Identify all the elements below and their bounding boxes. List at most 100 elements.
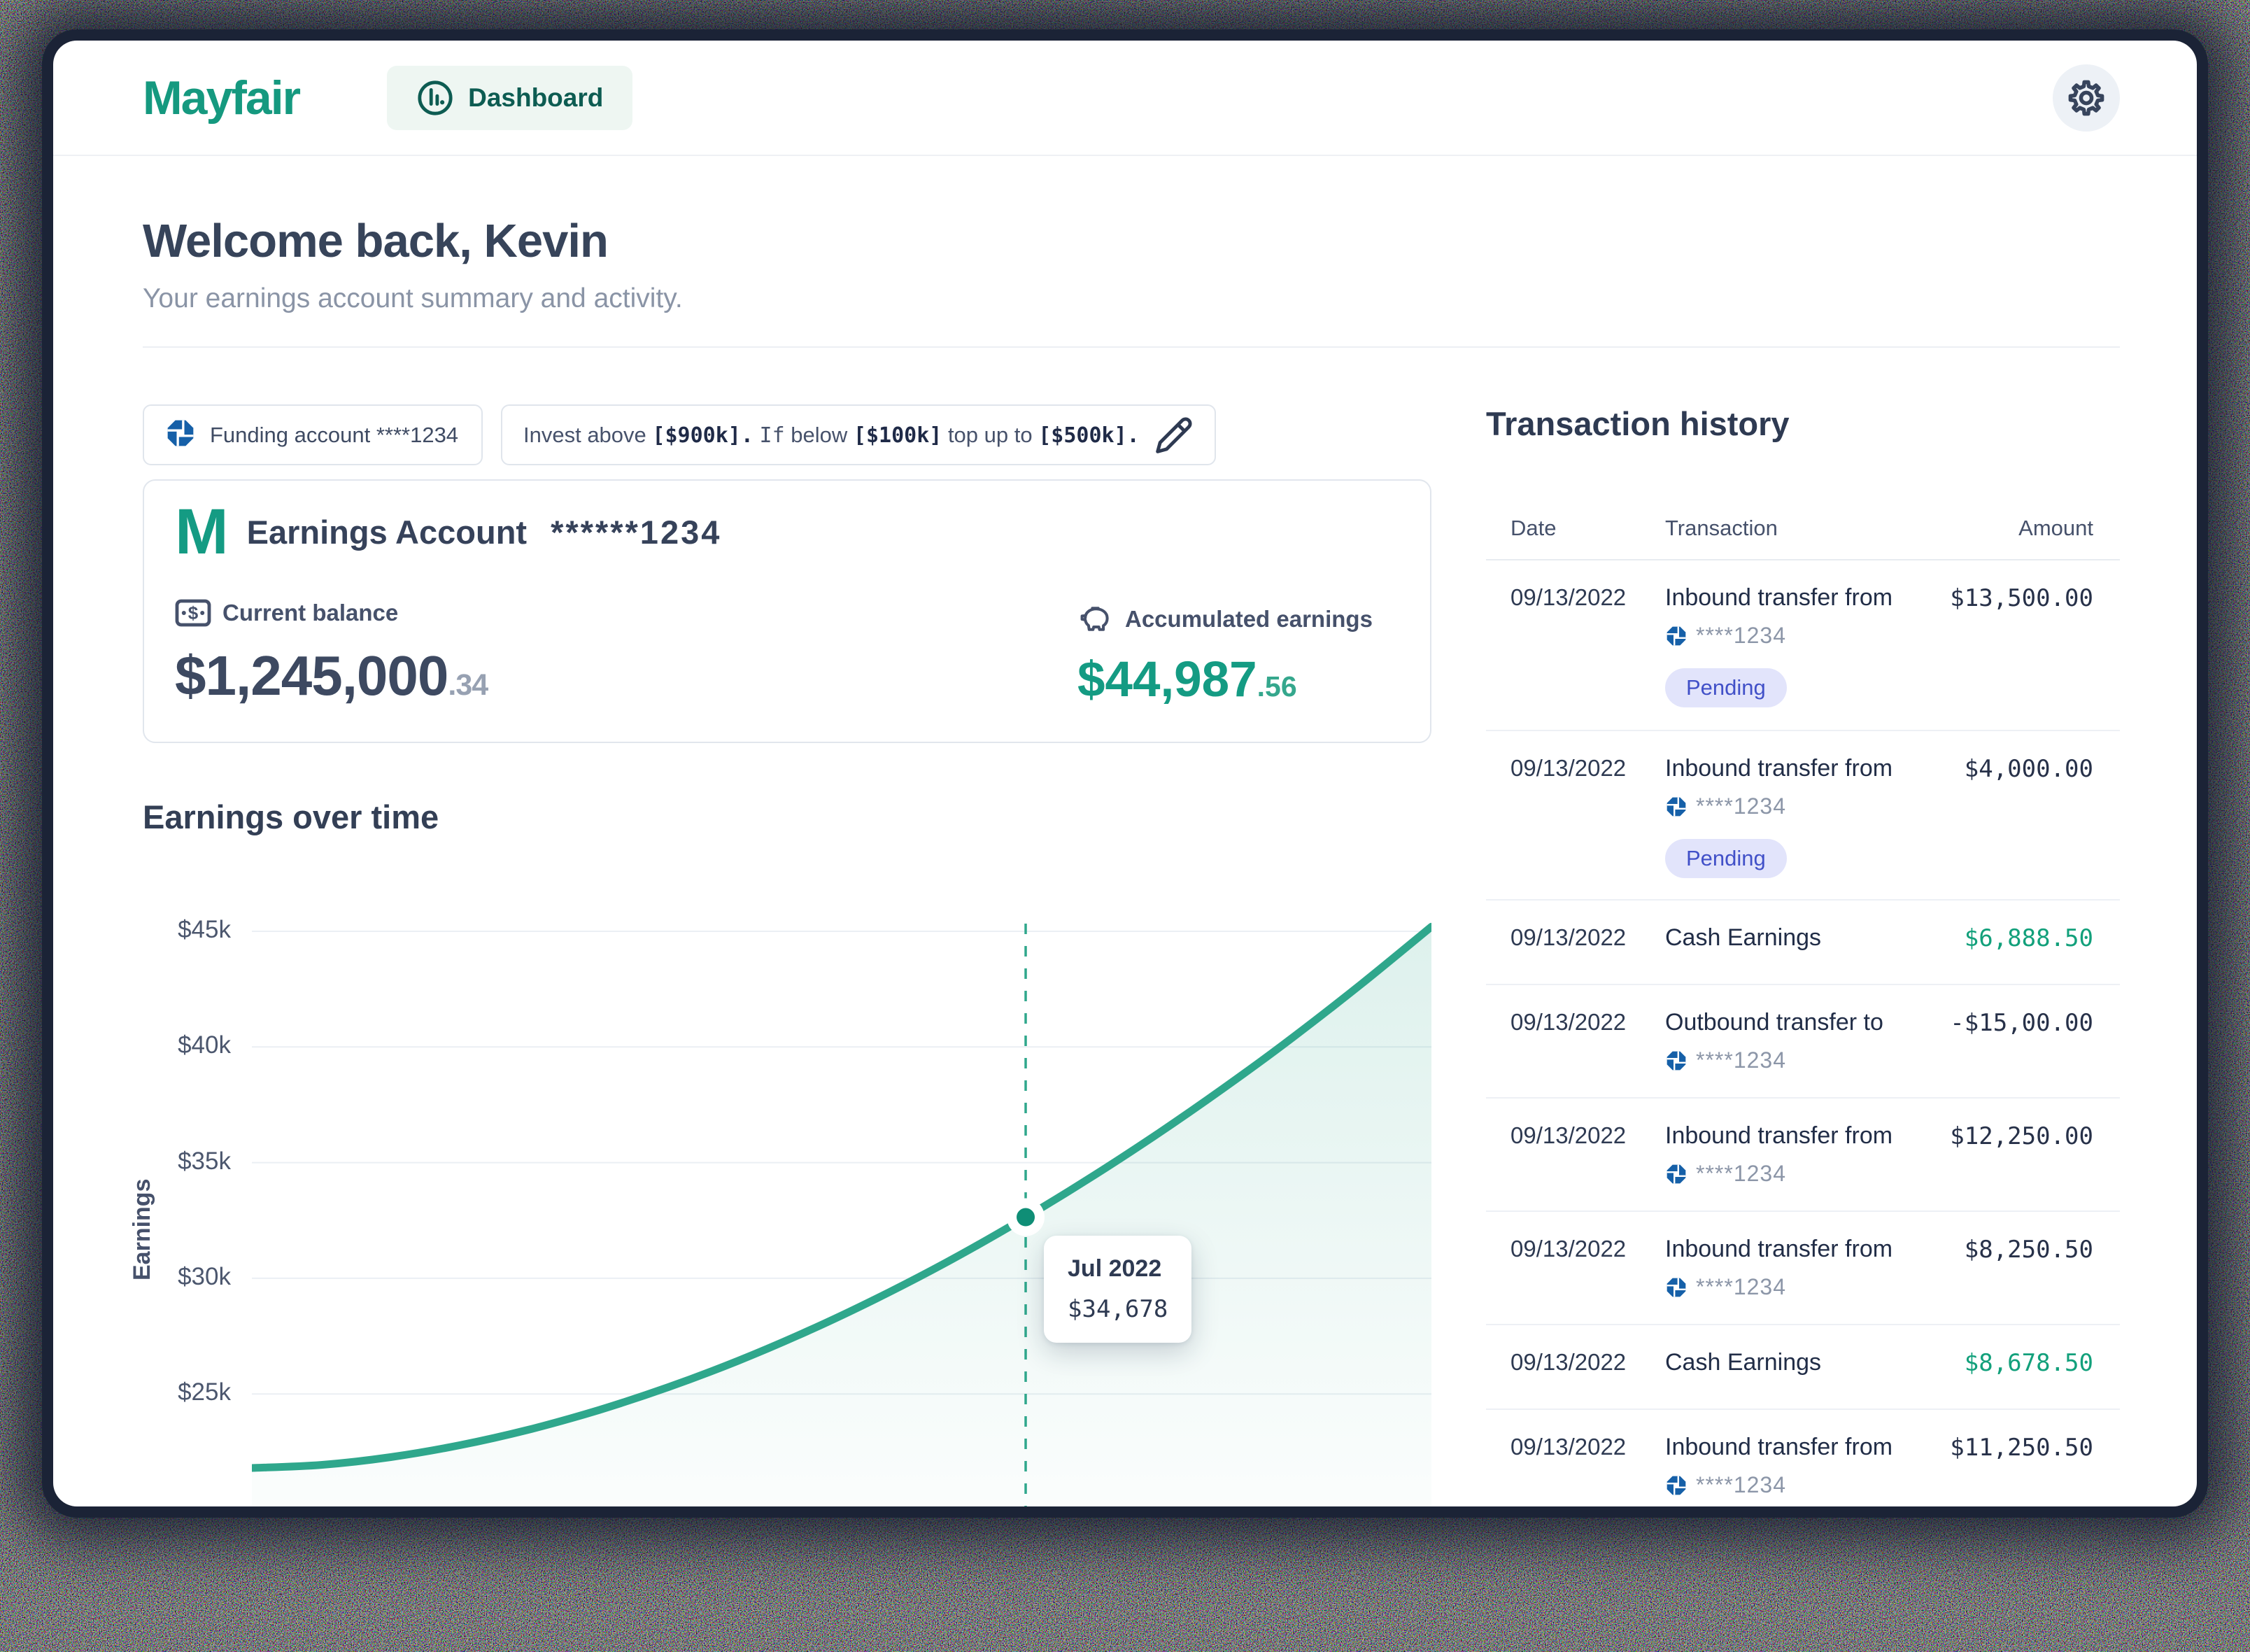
transaction-account: ****1234 <box>1665 793 1911 819</box>
transaction-title: Cash Earnings <box>1665 924 1822 951</box>
status-badge: Pending <box>1665 668 1787 707</box>
table-row[interactable]: 09/13/2022 Inbound transfer from ****1234 P… <box>1486 560 2120 730</box>
transaction-date: 09/13/2022 <box>1510 1434 1627 1460</box>
bank-logo-icon <box>1667 626 1686 645</box>
tab-dashboard-label: Dashboard <box>468 83 604 112</box>
page-title: Welcome back, Kevin <box>143 215 609 267</box>
bank-logo-icon <box>1667 1476 1686 1495</box>
transaction-account: ****1234 <box>1665 1047 1911 1073</box>
transaction-date: 09/13/2022 <box>1510 924 1627 950</box>
transaction-amount: -$15,00.00 <box>1950 1009 2093 1037</box>
tab-dashboard[interactable]: Dashboard <box>387 65 633 130</box>
bank-logo-icon <box>1667 1051 1686 1070</box>
current-balance-label: Current balance <box>222 600 399 626</box>
chart-y-tick: $25k <box>178 1378 231 1406</box>
invest-rule-box: Invest above [$900k]. If below [$100k] t… <box>501 404 1216 465</box>
chart-plot <box>252 922 1431 1506</box>
piggy-bank-icon <box>1080 607 1109 631</box>
chart-y-tick: $45k <box>178 916 231 943</box>
chart-title: Earnings over time <box>143 798 439 835</box>
account-pills-row: Funding account ****1234 Invest above [$… <box>143 404 1216 465</box>
bank-logo-icon <box>1667 1278 1686 1297</box>
invest-rule-segment: [$900k]. <box>652 423 753 448</box>
table-row[interactable]: 09/13/2022 Cash Earnings $8,678.50 <box>1486 1324 2120 1409</box>
transaction-date: 09/13/2022 <box>1510 1009 1627 1035</box>
invest-rule-segment <box>753 423 760 448</box>
earnings-chart: Earnings $45k $40k $35k $30k $25k Jul 2022 $… <box>53 889 2197 1506</box>
transaction-date: 09/13/2022 <box>1510 755 1627 781</box>
transaction-date: 09/13/2022 <box>1510 1236 1627 1262</box>
transaction-title: Inbound transfer from <box>1665 755 1893 782</box>
chart-y-tick: $30k <box>178 1262 231 1290</box>
invest-rule-segment: top up to <box>942 422 1039 447</box>
transaction-rows: 09/13/2022 Inbound transfer from ****1234 P… <box>1486 560 2120 1506</box>
bank-logo-icon <box>1667 1164 1686 1183</box>
transaction-history-title: Transaction history <box>1486 405 1790 442</box>
accumulated-earnings-label-row: Accumulated earnings <box>1077 602 1373 636</box>
table-row[interactable]: 09/13/2022 Inbound transfer from ****1234 P… <box>1486 730 2120 899</box>
invest-rule-segment: [$500k]. <box>1038 423 1140 448</box>
tooltip-date: Jul 2022 <box>1068 1255 1162 1282</box>
invest-rule-segment: Invest above <box>523 422 653 447</box>
table-row[interactable]: 09/13/2022 Inbound transfer from ****1234 $… <box>1486 1097 2120 1210</box>
accumulated-earnings-group: Accumulated earnings $44,987.56 <box>1077 602 1373 708</box>
transaction-title: Inbound transfer from <box>1665 1434 1893 1460</box>
page-subtitle: Your earnings account summary and activi… <box>143 283 683 313</box>
app-window: Mayfair Dashboard Welcome back, Kevin Yo… <box>53 41 2197 1506</box>
transaction-amount: $4,000.00 <box>1964 755 2093 783</box>
transaction-details: Inbound transfer from ****1234 <box>1665 1236 1911 1324</box>
transaction-amount: $13,500.00 <box>1950 584 2093 612</box>
table-row[interactable]: 09/13/2022 Inbound transfer from ****1234 $… <box>1486 1210 2120 1324</box>
table-row[interactable]: 09/13/2022 Cash Earnings $6,888.50 <box>1486 899 2120 984</box>
svg-text:$: $ <box>188 602 199 623</box>
transaction-details: Inbound transfer from ****1234 <box>1665 1434 1911 1506</box>
transaction-amount: $8,250.50 <box>1964 1236 2093 1264</box>
chart-tooltip: Jul 2022 $34,678 <box>1044 1235 1192 1343</box>
invest-rule-text: Invest above [$900k]. If below [$100k] t… <box>523 423 1140 448</box>
earnings-account-mask: ******1234 <box>551 514 722 551</box>
transaction-history-panel: Transaction history Date Transaction Amo… <box>1486 404 2120 1506</box>
bank-logo-icon <box>165 418 196 452</box>
transaction-date: 09/13/2022 <box>1510 584 1627 610</box>
brand-logo: Mayfair <box>143 71 301 125</box>
transaction-title: Inbound transfer from <box>1665 1122 1893 1149</box>
chart-y-tick: $40k <box>178 1031 231 1059</box>
column-header-transaction: Transaction <box>1665 516 1778 540</box>
transaction-amount: $6,888.50 <box>1964 924 2093 952</box>
transaction-account: ****1234 <box>1665 1472 1911 1498</box>
tooltip-value: $34,678 <box>1068 1294 1168 1323</box>
transaction-title: Outbound transfer to <box>1665 1009 1883 1036</box>
bank-logo-icon <box>1667 797 1686 816</box>
table-row[interactable]: 09/13/2022 Outbound transfer to ****1234 -$… <box>1486 984 2120 1097</box>
transaction-details: Inbound transfer from ****1234 Pending <box>1665 755 1911 899</box>
transaction-details: Cash Earnings <box>1665 924 1911 984</box>
gear-icon <box>2068 80 2104 115</box>
accumulated-earnings-label: Accumulated earnings <box>1125 606 1373 632</box>
table-row[interactable]: 09/13/2022 Inbound transfer from ****1234 $… <box>1486 1409 2120 1506</box>
transaction-amount: $12,250.00 <box>1950 1122 2093 1150</box>
transaction-title: Cash Earnings <box>1665 1349 1822 1376</box>
status-badge: Pending <box>1665 839 1787 878</box>
transaction-details: Inbound transfer from ****1234 Pending <box>1665 584 1911 730</box>
transaction-amount: $11,250.50 <box>1950 1434 2093 1462</box>
edit-rule-button[interactable] <box>1154 416 1194 455</box>
settings-button[interactable] <box>2053 64 2120 132</box>
divider <box>143 346 2120 348</box>
chart-y-tick: $35k <box>178 1147 231 1175</box>
transaction-account: ****1234 <box>1665 1161 1911 1187</box>
accumulated-earnings-cents: .56 <box>1257 670 1297 703</box>
funding-account-pill[interactable]: Funding account ****1234 <box>143 404 483 465</box>
earnings-account-card: M Earnings Account ******1234 $ Current … <box>143 479 1431 743</box>
funding-account-label: Funding account ****1234 <box>210 422 459 447</box>
earnings-account-title: Earnings Account <box>246 514 528 551</box>
dashboard-chart-icon <box>418 80 453 115</box>
invest-rule-segment: below <box>784 422 854 447</box>
pencil-icon <box>1156 417 1192 453</box>
transaction-amount: $8,678.50 <box>1964 1349 2093 1377</box>
transaction-account: ****1234 <box>1665 623 1911 649</box>
invest-rule-segment: If <box>759 423 785 448</box>
transaction-title: Inbound transfer from <box>1665 584 1893 611</box>
transaction-details: Cash Earnings <box>1665 1349 1911 1409</box>
column-header-date: Date <box>1510 516 1557 540</box>
mayfair-m-logo: M <box>175 496 229 567</box>
